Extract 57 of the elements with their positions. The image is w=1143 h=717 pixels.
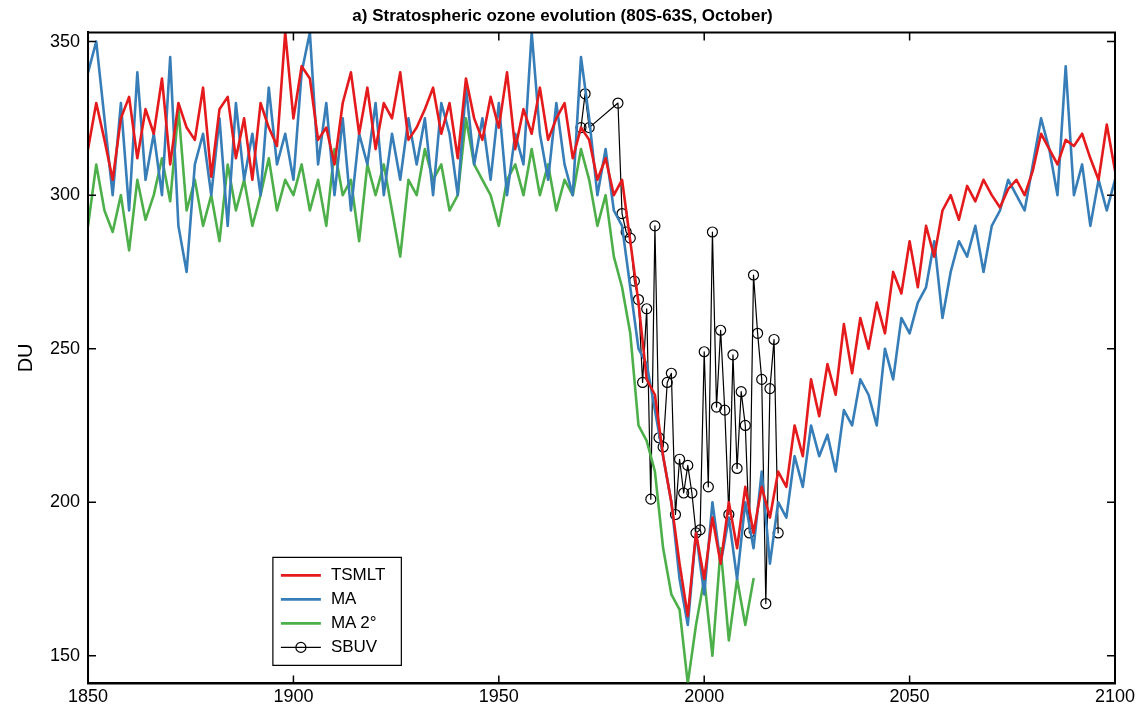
y-tick-label: 250 — [49, 337, 81, 358]
point — [583, 121, 595, 134]
point — [686, 487, 698, 499]
point — [632, 293, 645, 306]
point — [710, 401, 723, 413]
point — [739, 419, 751, 432]
point — [731, 462, 743, 475]
point — [747, 269, 760, 281]
point — [698, 346, 710, 358]
point — [735, 386, 747, 398]
point — [723, 508, 735, 521]
point — [694, 524, 706, 536]
point — [690, 527, 702, 539]
y-tick-label: 200 — [49, 491, 81, 512]
point — [628, 275, 640, 287]
point — [669, 508, 682, 521]
point — [768, 333, 780, 346]
point — [653, 432, 665, 444]
point — [702, 481, 714, 493]
point — [756, 373, 768, 385]
point — [579, 88, 591, 100]
y-tick-label: 300 — [49, 184, 81, 205]
point — [575, 121, 587, 134]
point — [641, 303, 653, 315]
y-axis-title: DU — [13, 343, 36, 373]
point — [719, 404, 731, 416]
x-tick-label: 2100 — [1094, 686, 1136, 707]
x-tick-label: 2000 — [684, 686, 725, 707]
chart-title: a) Stratospheric ozone evolution (80S-63S, October) — [352, 5, 773, 25]
point — [673, 453, 686, 465]
point — [637, 376, 649, 389]
point — [682, 459, 694, 471]
point — [612, 97, 624, 109]
point — [665, 367, 677, 379]
legend-label: MA — [330, 589, 358, 609]
point — [624, 232, 636, 244]
point — [649, 220, 661, 232]
legend-label: SBUV — [330, 637, 378, 657]
point — [752, 327, 764, 339]
point — [645, 493, 657, 505]
point — [620, 226, 632, 238]
point — [706, 226, 719, 238]
x-tick-label: 1900 — [273, 686, 314, 707]
point — [764, 383, 776, 395]
point — [661, 376, 673, 389]
y-tick-label: 350 — [49, 30, 81, 51]
point — [715, 324, 727, 336]
legend-label: MA 2° — [330, 613, 377, 633]
point — [760, 597, 772, 610]
point — [678, 487, 690, 499]
legend-label: TSMLT — [330, 565, 386, 585]
x-tick-label: 1850 — [68, 686, 109, 707]
point — [727, 349, 739, 361]
y-tick-label: 150 — [49, 644, 81, 665]
x-tick-label: 2050 — [889, 686, 930, 707]
x-tick-label: 1950 — [478, 686, 519, 707]
point — [657, 441, 669, 453]
